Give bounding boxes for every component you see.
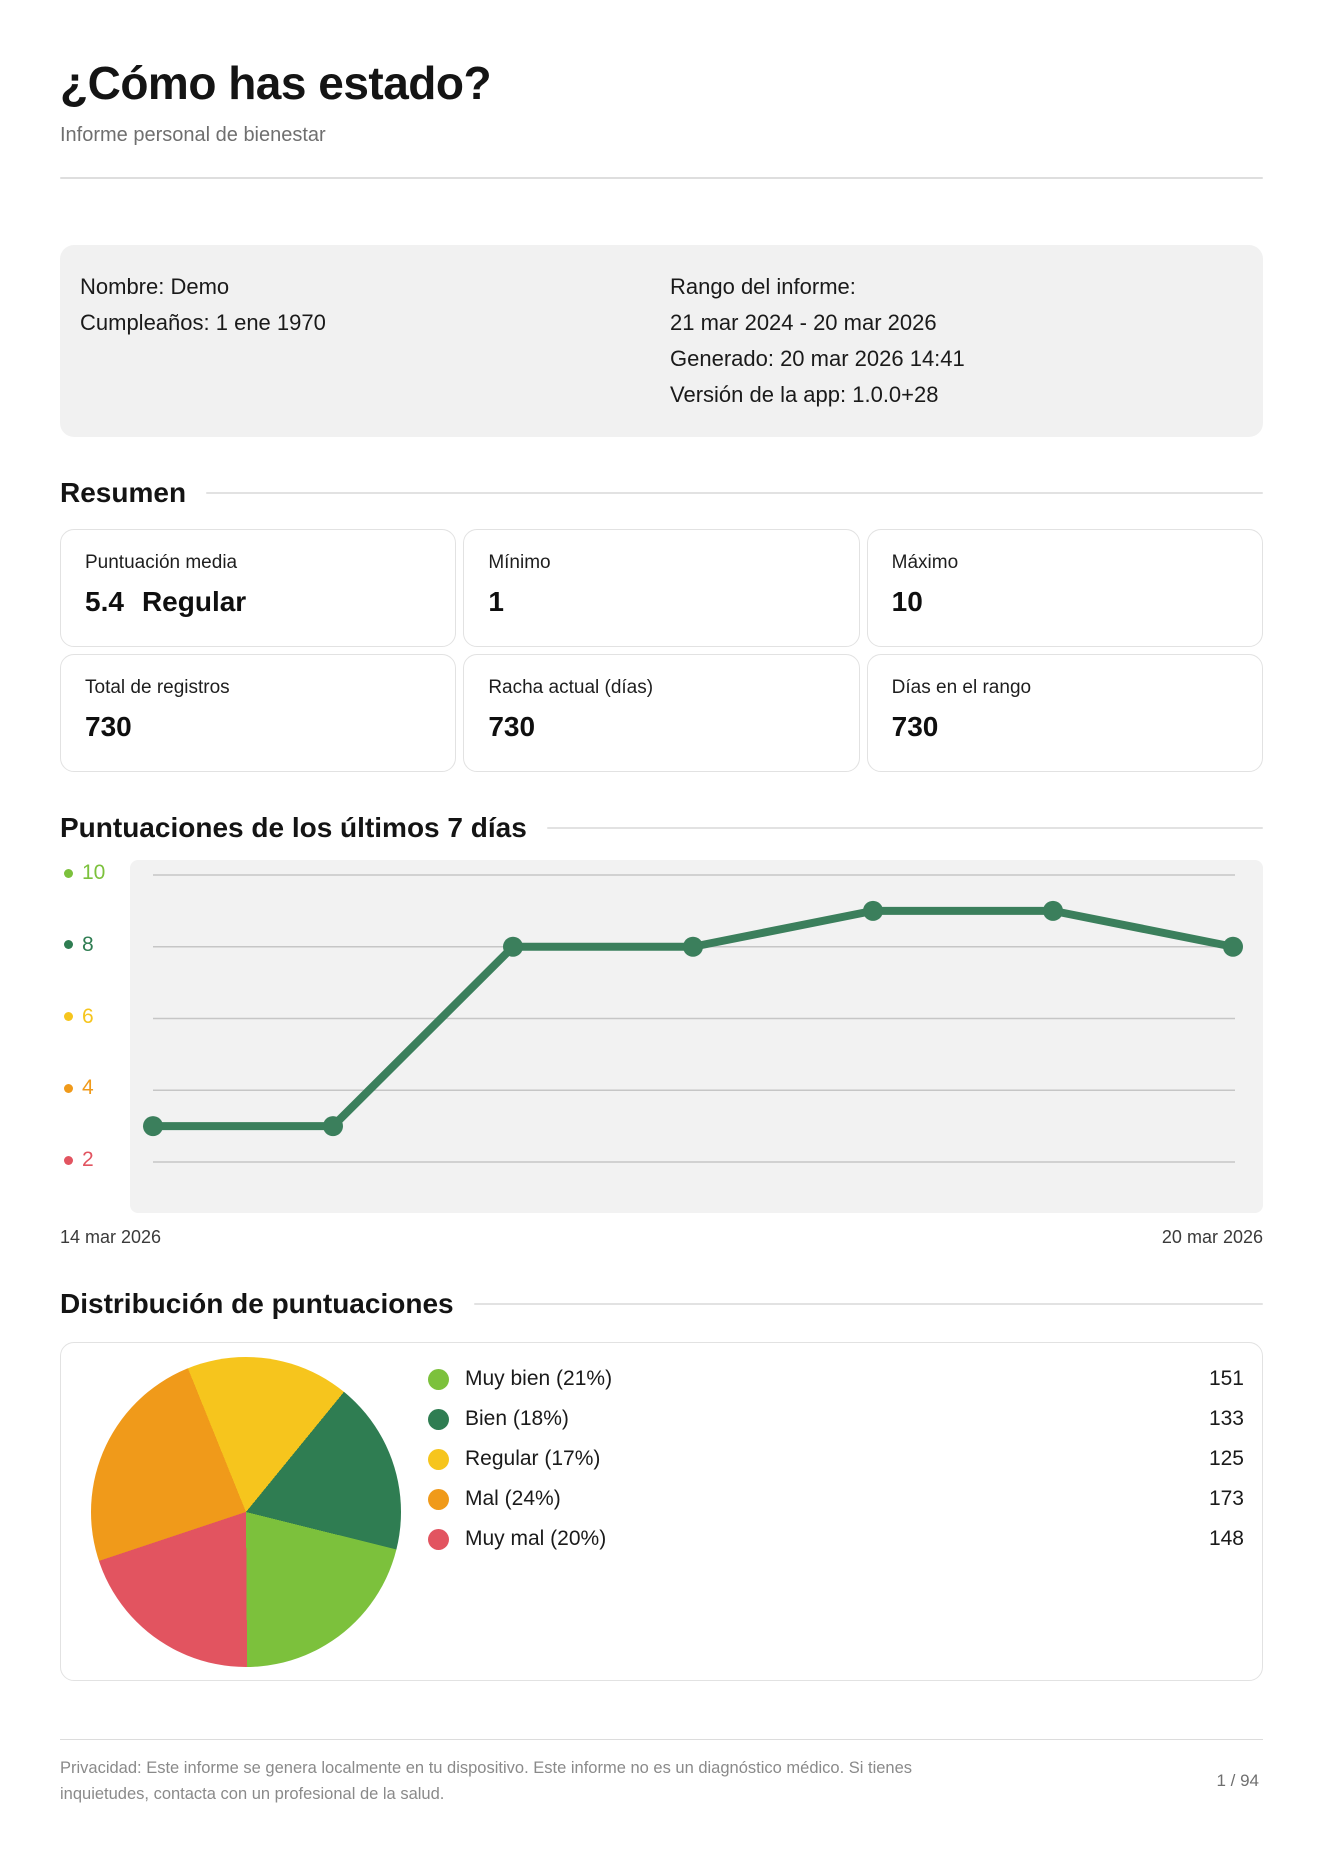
pie-legend: Muy bien (21%) 151 Bien (18%) 133 Regula… (428, 1359, 1244, 1559)
card-value: 730 (488, 711, 536, 742)
legend-row-muy-mal: Muy mal (20%) 148 (428, 1519, 1244, 1559)
line-chart-section-heading: Puntuaciones de los últimos 7 días (60, 812, 1263, 844)
y-axis-tick-2: 2 (64, 1148, 94, 1172)
info-range-dates: 21 mar 2024 - 20 mar 2026 (670, 310, 937, 335)
info-app-version: Versión de la app: 1.0.0+28 (670, 382, 939, 407)
average-score-number: 5.4 (85, 586, 124, 617)
y-tick-label: 6 (82, 1004, 94, 1028)
summary-cards-grid: Puntuación media 5.4 Regular Mínimo 1 Máx… (60, 529, 1263, 772)
y-tick-label: 2 (82, 1148, 94, 1171)
card-minimum: Mínimo 1 (463, 529, 860, 647)
legend-dot-icon (428, 1448, 449, 1470)
info-left-column: Nombre: Demo Cumpleaños: 1 ene 1970 (80, 269, 670, 413)
legend-dot-icon (428, 1488, 449, 1510)
tick-dot-icon (64, 1155, 73, 1165)
report-info-box: Nombre: Demo Cumpleaños: 1 ene 1970 Rang… (60, 245, 1263, 437)
info-birthday: Cumpleaños: 1 ene 1970 (80, 310, 326, 335)
heading-rule (206, 492, 1263, 494)
distribution-card: Muy bien (21%) 151 Bien (18%) 133 Regula… (60, 1342, 1263, 1681)
tick-dot-icon (64, 1012, 73, 1021)
legend-label: Muy bien (21%) (465, 1367, 613, 1390)
card-label: Racha actual (días) (488, 677, 654, 698)
legend-row-muy-bien: Muy bien (21%) 151 (428, 1359, 1244, 1399)
pie-section-heading: Distribución de puntuaciones (60, 1288, 1263, 1320)
y-axis-tick-6: 6 (64, 1005, 94, 1029)
card-total-records: Total de registros 730 (60, 654, 457, 772)
y-axis-tick-10: 10 (64, 861, 105, 885)
card-label: Puntuación media (85, 552, 238, 573)
legend-label: Mal (24%) (465, 1487, 561, 1510)
card-value: 1 (488, 586, 504, 617)
average-score-category: Regular (141, 586, 247, 617)
heading-rule (473, 1303, 1263, 1305)
card-average-score: Puntuación media 5.4 Regular (60, 529, 457, 647)
page-number: 1 / 94 (1216, 1771, 1259, 1790)
card-value: 5.4 Regular (85, 586, 431, 618)
legend-count: 133 (1208, 1407, 1244, 1430)
info-right-column: Rango del informe: 21 mar 2024 - 20 mar … (670, 269, 1243, 413)
summary-heading-text: Resumen (60, 477, 187, 508)
legend-row-regular: Regular (17%) 125 (428, 1439, 1244, 1479)
page-subtitle: Informe personal de bienestar (60, 124, 326, 146)
line-chart: 10 8 6 4 2 (60, 860, 1263, 1213)
y-tick-label: 4 (82, 1076, 94, 1100)
legend-row-mal: Mal (24%) 173 (428, 1479, 1244, 1519)
legend-label: Regular (17%) (465, 1447, 601, 1470)
x-axis-end-label: 20 mar 2026 (1161, 1227, 1263, 1247)
heading-rule (546, 827, 1263, 829)
legend-count: 125 (1208, 1447, 1244, 1470)
line-chart-x-axis: 14 mar 2026 20 mar 2026 (60, 1227, 1263, 1248)
legend-row-bien: Bien (18%) 133 (428, 1399, 1244, 1439)
line-chart-heading-text: Puntuaciones de los últimos 7 días (60, 812, 527, 843)
legend-dot-icon (428, 1368, 449, 1390)
pie-heading-text: Distribución de puntuaciones (60, 1288, 454, 1319)
legend-dot-icon (428, 1528, 449, 1550)
info-generated: Generado: 20 mar 2026 14:41 (670, 346, 965, 371)
y-tick-label: 8 (82, 932, 94, 956)
legend-label: Bien (18%) (465, 1407, 569, 1430)
tick-dot-icon (64, 940, 73, 950)
page-title: ¿Cómo has estado? (60, 57, 492, 109)
privacy-note: Privacidad: Este informe se genera local… (60, 1759, 913, 1803)
card-days-in-range: Días en el rango 730 (866, 654, 1263, 772)
info-range-label: Rango del informe: (670, 274, 856, 299)
tick-dot-icon (64, 1083, 73, 1093)
line-chart-y-axis: 10 8 6 4 2 (60, 860, 130, 1213)
legend-label: Muy mal (20%) (465, 1527, 607, 1550)
card-label: Total de registros (85, 677, 230, 698)
card-maximum: Máximo 10 (866, 529, 1263, 647)
y-tick-label: 10 (82, 861, 106, 884)
y-axis-tick-8: 8 (64, 933, 94, 957)
line-chart-svg (143, 874, 1243, 1163)
legend-dot-icon (428, 1408, 449, 1430)
legend-count: 173 (1208, 1487, 1244, 1510)
legend-count: 148 (1208, 1527, 1244, 1550)
card-label: Mínimo (488, 552, 551, 573)
header-divider (60, 177, 1263, 179)
x-axis-start-label: 14 mar 2026 (60, 1227, 162, 1247)
pie-chart (91, 1357, 401, 1667)
card-label: Máximo (891, 552, 959, 573)
legend-count: 151 (1208, 1367, 1244, 1390)
y-axis-tick-4: 4 (64, 1076, 94, 1100)
card-label: Días en el rango (891, 677, 1032, 698)
summary-section-heading: Resumen (60, 477, 1263, 509)
card-value: 10 (891, 586, 923, 617)
line-chart-plot-area (130, 860, 1263, 1213)
card-current-streak: Racha actual (días) 730 (463, 654, 860, 772)
card-value: 730 (85, 711, 132, 742)
tick-dot-icon (64, 868, 73, 878)
info-name: Nombre: Demo (80, 274, 230, 299)
page-footer: Privacidad: Este informe se genera local… (60, 1739, 1263, 1807)
card-value: 730 (891, 711, 939, 742)
